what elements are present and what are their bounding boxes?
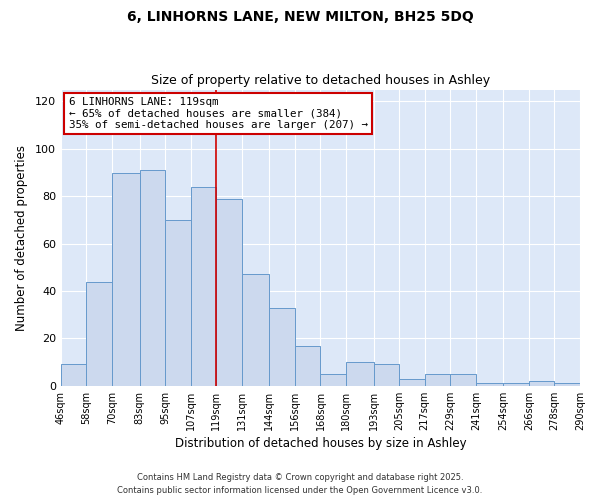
Bar bbox=[399, 378, 425, 386]
Bar bbox=[86, 282, 112, 386]
Bar bbox=[269, 308, 295, 386]
Title: Size of property relative to detached houses in Ashley: Size of property relative to detached ho… bbox=[151, 74, 490, 87]
Bar bbox=[61, 364, 86, 386]
Bar bbox=[165, 220, 191, 386]
Bar bbox=[529, 381, 554, 386]
Bar bbox=[476, 384, 503, 386]
Text: 6 LINHORNS LANE: 119sqm
← 65% of detached houses are smaller (384)
35% of semi-d: 6 LINHORNS LANE: 119sqm ← 65% of detache… bbox=[69, 97, 368, 130]
Bar bbox=[346, 362, 374, 386]
Bar bbox=[320, 374, 346, 386]
Bar bbox=[216, 198, 242, 386]
Bar bbox=[554, 384, 580, 386]
Bar bbox=[140, 170, 165, 386]
Text: 6, LINHORNS LANE, NEW MILTON, BH25 5DQ: 6, LINHORNS LANE, NEW MILTON, BH25 5DQ bbox=[127, 10, 473, 24]
Bar bbox=[503, 384, 529, 386]
Bar bbox=[295, 346, 320, 386]
Bar bbox=[191, 186, 216, 386]
Bar bbox=[242, 274, 269, 386]
Bar bbox=[425, 374, 450, 386]
Bar bbox=[374, 364, 399, 386]
Bar bbox=[112, 172, 140, 386]
X-axis label: Distribution of detached houses by size in Ashley: Distribution of detached houses by size … bbox=[175, 437, 466, 450]
Bar bbox=[450, 374, 476, 386]
Text: Contains HM Land Registry data © Crown copyright and database right 2025.
Contai: Contains HM Land Registry data © Crown c… bbox=[118, 474, 482, 495]
Y-axis label: Number of detached properties: Number of detached properties bbox=[15, 144, 28, 330]
